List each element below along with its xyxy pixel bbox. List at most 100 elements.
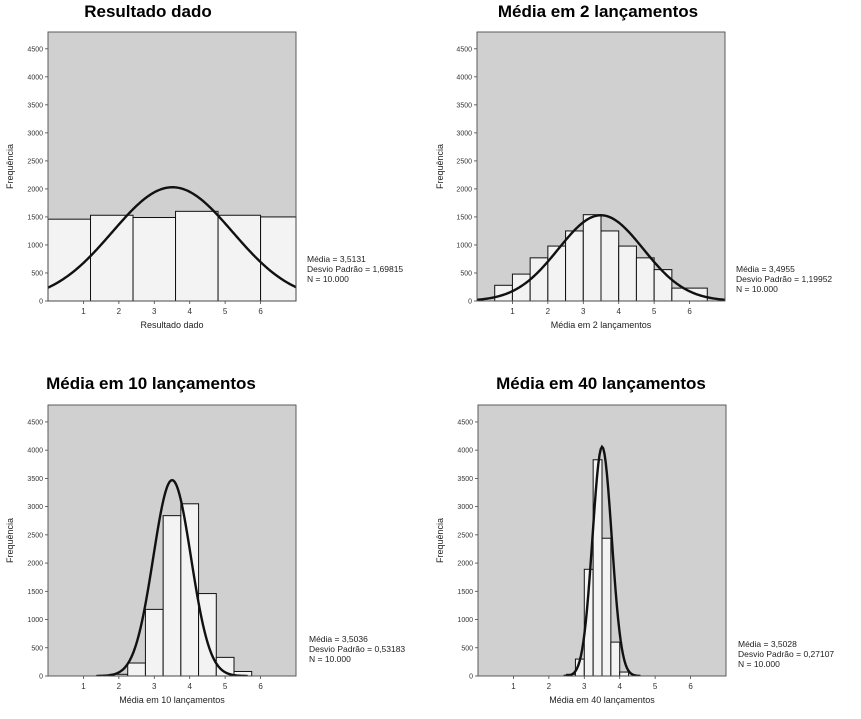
stats-line: Média = 3,4955	[736, 264, 795, 274]
x-axis-label: Média em 2 lançamentos	[551, 320, 652, 330]
y-tick-label: 2000	[456, 186, 472, 193]
y-tick-label: 1500	[27, 589, 43, 596]
y-tick-label: 3000	[456, 130, 472, 137]
y-tick-label: 1000	[457, 617, 473, 624]
normal-curve	[48, 186, 296, 289]
plot-frame	[476, 31, 726, 302]
y-tick-label: 1000	[27, 617, 43, 624]
y-tick-label: 2500	[456, 158, 472, 165]
x-tick-label: 3	[152, 682, 157, 691]
y-axis-label: Frequência	[5, 518, 15, 563]
x-tick-label: 6	[258, 682, 263, 691]
normal-curve	[563, 444, 641, 676]
x-tick-label: 3	[581, 307, 586, 316]
x-axis-label: Média em 10 lançamentos	[119, 695, 225, 705]
y-tick-label: 3000	[27, 504, 43, 511]
stats-line: N = 10.000	[307, 274, 349, 284]
stats-line: Média = 3,5131	[307, 254, 366, 264]
x-tick-label: 1	[511, 682, 516, 691]
x-tick-label: 2	[117, 682, 122, 691]
chart-panel-media-10: Média em 10 lançamentos 0 500 1000 1500 2000 2…	[0, 365, 430, 719]
stats-line: Desvio Padrão = 0,27107	[738, 649, 834, 659]
plot-frame	[477, 404, 727, 677]
y-tick-label: 2500	[27, 532, 43, 539]
x-axis-label: Resultado dado	[140, 320, 203, 330]
y-tick-label: 500	[460, 270, 472, 277]
y-tick-label: 1500	[456, 214, 472, 221]
stats-line: N = 10.000	[309, 654, 351, 664]
y-tick-label: 0	[39, 299, 43, 306]
histogram-bar	[144, 608, 164, 677]
y-tick-label: 1000	[456, 242, 472, 249]
histogram-bar	[260, 216, 297, 302]
y-tick-label: 1000	[27, 242, 43, 249]
x-tick-label: 2	[117, 307, 122, 316]
histogram-bar	[162, 515, 182, 677]
chart-panel-media-2: Média em 2 lançamentos 0 500 1000 1500 2000 25…	[430, 0, 861, 350]
x-tick-label: 4	[187, 682, 192, 691]
y-tick-label: 500	[461, 645, 473, 652]
y-tick-label: 2000	[457, 561, 473, 568]
x-tick-label: 5	[223, 682, 228, 691]
plot-frame	[47, 31, 297, 302]
y-tick-label: 1500	[457, 589, 473, 596]
y-tick-label: 2000	[27, 186, 43, 193]
histogram-bar	[127, 662, 146, 677]
stats-line: Média = 3,5028	[738, 639, 797, 649]
histogram-bar	[582, 214, 602, 302]
x-tick-label: 5	[223, 307, 228, 316]
stats-line: Desvio Padrão = 1,19952	[736, 274, 832, 284]
x-tick-label: 6	[687, 307, 692, 316]
y-tick-label: 2500	[457, 532, 473, 539]
x-tick-label: 5	[653, 682, 658, 691]
chart-panel-resultado-dado: Resultado dado 0 500 1000 1500 2000 2500 3000 35…	[0, 0, 430, 350]
stats-line: N = 10.000	[736, 284, 778, 294]
chart-title: Resultado dado	[84, 2, 212, 21]
y-tick-label: 3500	[27, 102, 43, 109]
y-tick-label: 0	[469, 674, 473, 681]
stats-line: N = 10.000	[738, 659, 780, 669]
y-tick-label: 2000	[27, 561, 43, 568]
x-tick-label: 1	[81, 682, 86, 691]
normal-curve	[477, 214, 725, 301]
x-axis-label: Média em 40 lançamentos	[549, 695, 655, 705]
histogram-media-40-lancamentos: Média em 40 lançamentos 0 500 1000 1500 2000 2…	[435, 374, 834, 705]
chart-title: Média em 40 lançamentos	[496, 374, 706, 393]
x-tick-label: 4	[616, 307, 621, 316]
chart-title: Média em 10 lançamentos	[46, 374, 256, 393]
histogram-bar	[132, 216, 177, 302]
histogram-bar	[198, 593, 217, 677]
y-tick-label: 0	[468, 299, 472, 306]
histogram-bar	[565, 230, 584, 302]
histogram-media-10-lancamentos: Média em 10 lançamentos 0 500 1000 1500 2000 2…	[5, 374, 405, 705]
y-tick-label: 4500	[27, 419, 43, 426]
y-tick-label: 4500	[27, 46, 43, 53]
histogram-bar	[600, 230, 620, 302]
histogram-bar	[175, 210, 219, 302]
histogram-bar	[619, 671, 630, 677]
y-tick-label: 3500	[27, 476, 43, 483]
chart-title: Média em 2 lançamentos	[498, 2, 698, 21]
x-tick-label: 3	[152, 307, 157, 316]
y-tick-label: 4500	[456, 46, 472, 53]
y-tick-label: 3000	[27, 130, 43, 137]
y-axis-label: Frequência	[435, 144, 445, 189]
histogram-resultado-dado: Resultado dado05001000150020002500300035…	[5, 2, 403, 330]
histogram-bar	[635, 257, 655, 302]
chart-panel-media-40: Média em 40 lançamentos 0 500 1000 1500 2000 2…	[430, 365, 861, 719]
stats-line: Desvio Padrão = 1,69815	[307, 264, 403, 274]
x-tick-label: 4	[187, 307, 192, 316]
histogram-bar	[547, 245, 567, 302]
histogram-bar	[592, 459, 603, 677]
x-tick-label: 5	[652, 307, 657, 316]
histogram-bar	[653, 269, 673, 302]
histogram-bar	[47, 218, 92, 302]
y-axis-label: Frequência	[5, 144, 15, 189]
y-tick-label: 4000	[456, 74, 472, 81]
x-tick-label: 6	[258, 307, 263, 316]
histogram-bar	[610, 641, 621, 677]
y-tick-label: 3000	[457, 504, 473, 511]
histogram-media-2-lancamentos: Média em 2 lançamentos 0 500 1000 1500 2000 25…	[435, 2, 832, 330]
x-tick-label: 6	[688, 682, 693, 691]
stats-line: Desvio Padrão = 0,53183	[309, 644, 405, 654]
